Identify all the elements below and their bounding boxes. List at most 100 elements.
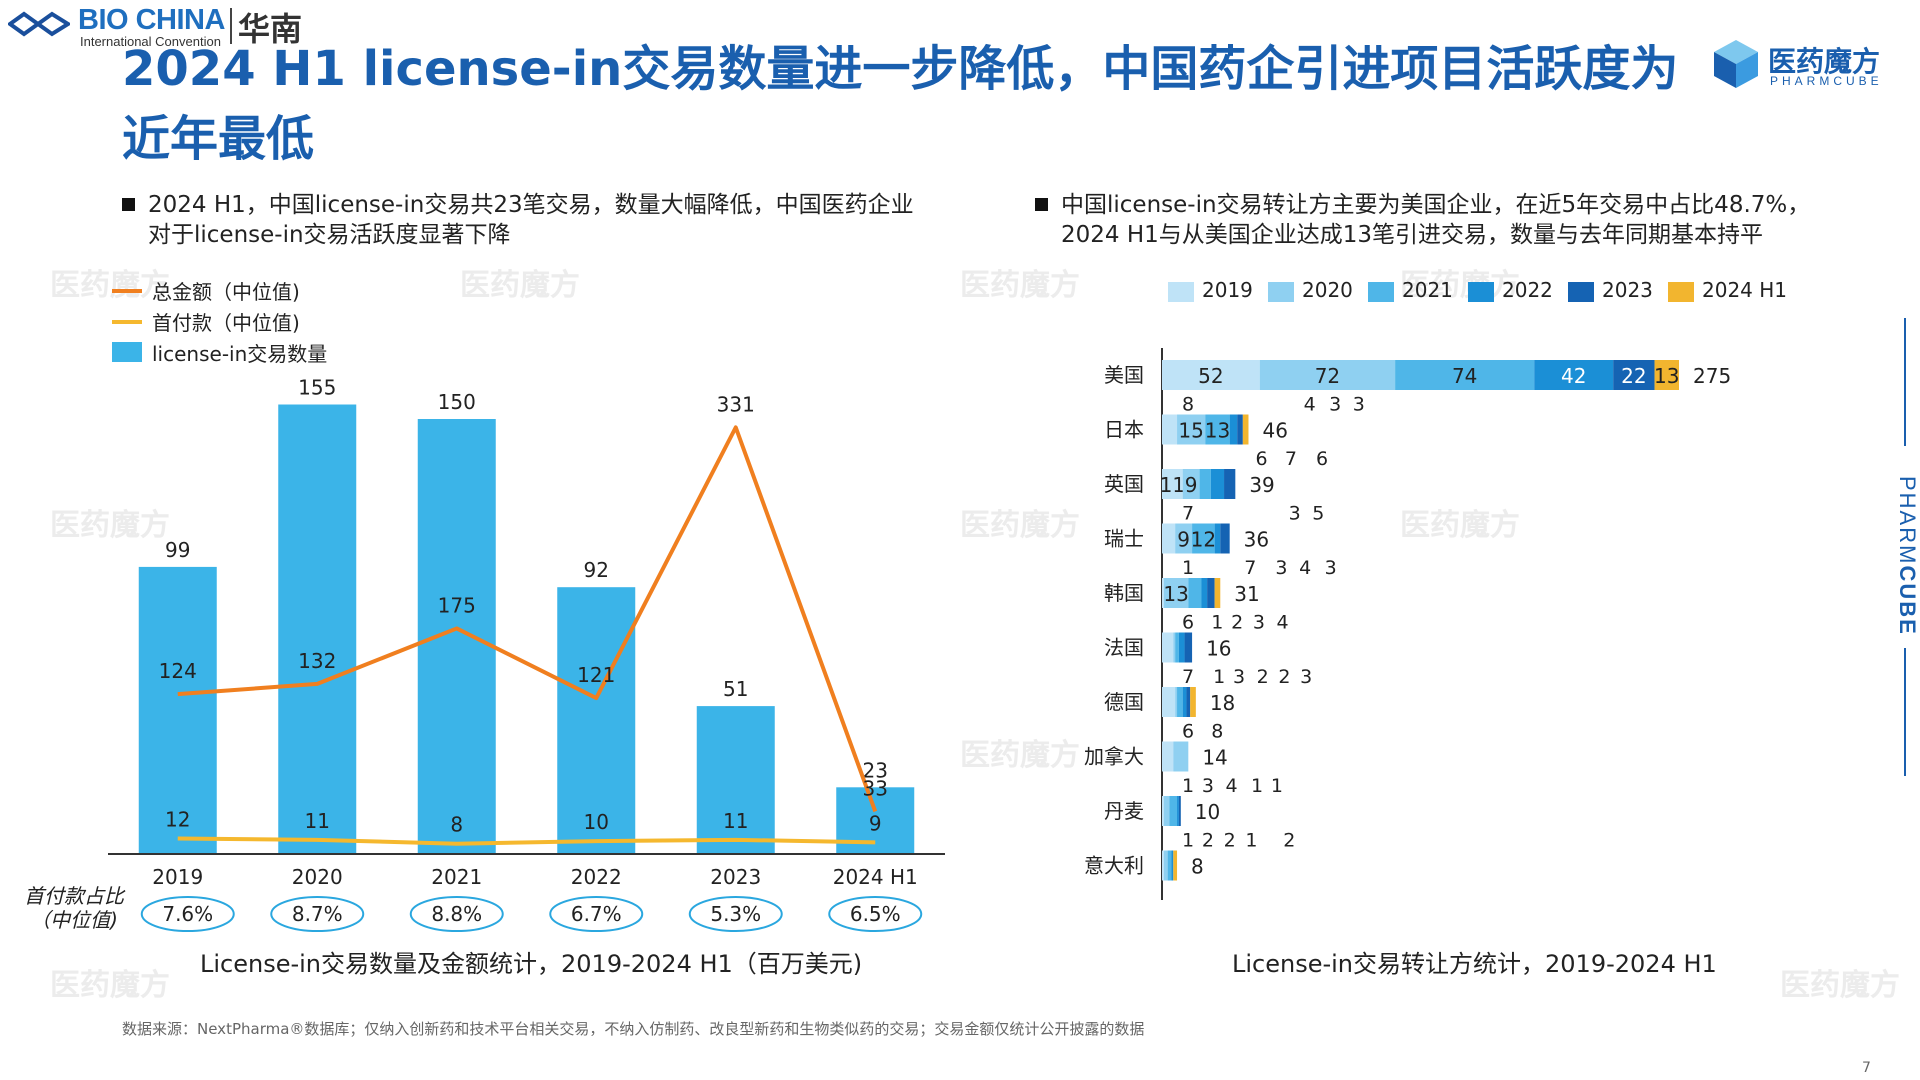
legend-label: 2022 xyxy=(1502,278,1553,302)
bar-count-label: 92 xyxy=(584,558,609,582)
segment-瑞士-2019 xyxy=(1162,523,1176,554)
segment-value-callout: 2 xyxy=(1257,666,1269,688)
segment-value-callout: 1 xyxy=(1182,775,1194,797)
segment-丹麦-2020 xyxy=(1163,796,1170,826)
segment-韩国-2022 xyxy=(1201,578,1208,608)
brand-left: BIO CHINA xyxy=(78,4,225,36)
bar-count-2023 xyxy=(696,706,775,854)
segment-value-callout: 7 xyxy=(1244,557,1256,579)
legend-label: 2024 H1 xyxy=(1702,278,1788,302)
total-label: 10 xyxy=(1195,800,1220,824)
right-bullet: 中国license-in交易转让方主要为美国企业，在近5年交易中占比48.7%，… xyxy=(1035,190,1865,250)
brand-left-sub: International Convention xyxy=(80,34,221,49)
segment-value-callout: 2 xyxy=(1202,830,1214,852)
country-label: 法国 xyxy=(1104,636,1144,660)
total-label: 8 xyxy=(1191,855,1204,879)
segment-value: 52 xyxy=(1198,364,1223,388)
segment-日本-2024 H1 xyxy=(1242,414,1249,445)
bar-count-2020 xyxy=(278,404,357,854)
segment-value: 15 xyxy=(1178,419,1203,443)
segment-日本-2021 xyxy=(1205,414,1230,445)
segment-加拿大-2020 xyxy=(1173,741,1189,772)
segment-加拿大-2019 xyxy=(1162,741,1174,772)
legend-swatch xyxy=(1468,282,1494,302)
watermark: 医药魔方 xyxy=(1780,968,1900,1003)
segment-value-callout: 7 xyxy=(1182,503,1194,525)
segment-value-callout: 3 xyxy=(1289,503,1301,525)
segment-value-callout: 4 xyxy=(1304,394,1316,416)
legend-label: 2020 xyxy=(1302,278,1353,302)
segment-美国-2020 xyxy=(1259,360,1396,390)
segment-英国-2023 xyxy=(1224,469,1236,499)
legend-swatch xyxy=(1168,282,1194,302)
left-bullet: 2024 H1，中国license-in交易共23笔交易，数量大幅降低，中国医药… xyxy=(122,190,922,250)
segment-value-callout: 6 xyxy=(1182,721,1194,743)
segment-美国-2023 xyxy=(1613,360,1655,390)
ratio-row-title: 首付款占比（中位值) xyxy=(24,884,124,932)
segment-日本-2019 xyxy=(1162,414,1178,445)
upfront-label: 12 xyxy=(165,808,190,832)
bio-china-logo: BIO CHINA International Convention 华南 xyxy=(8,4,308,50)
total-amount-line xyxy=(177,425,878,813)
country-label: 意大利 xyxy=(1084,854,1144,878)
segment-韩国-2024 H1 xyxy=(1214,578,1221,608)
bar-count-label: 150 xyxy=(438,390,476,414)
country-label: 日本 xyxy=(1104,418,1144,442)
total-amount-label: 121 xyxy=(577,663,615,687)
segment-日本-2023 xyxy=(1237,414,1243,445)
legend-swatch xyxy=(1568,282,1594,302)
cube-icon xyxy=(1714,40,1758,88)
segment-value-callout: 1 xyxy=(1271,775,1283,797)
segment-丹麦-2022 xyxy=(1177,796,1179,826)
country-label: 美国 xyxy=(1104,363,1144,387)
bar-count-2021 xyxy=(417,419,496,854)
upfront-label: 10 xyxy=(584,810,609,834)
ratio-badge xyxy=(549,896,644,932)
legend-swatch xyxy=(1668,282,1694,302)
total-label: 46 xyxy=(1262,419,1287,443)
segment-value-callout: 2 xyxy=(1224,830,1236,852)
bullet-square-icon xyxy=(1035,198,1048,211)
country-label: 韩国 xyxy=(1104,581,1144,605)
legend-label: 2021 xyxy=(1402,278,1453,302)
legend-swatch xyxy=(112,342,142,362)
segment-value-callout: 3 xyxy=(1300,666,1312,688)
total-label: 18 xyxy=(1210,691,1235,715)
segment-韩国-2023 xyxy=(1207,578,1215,608)
segment-value-callout: 3 xyxy=(1233,666,1245,688)
x-tick-label: 2019 xyxy=(152,865,203,889)
page-title: 2024 H1 license-in交易数量进一步降低，中国药企引进项目活跃度为… xyxy=(122,41,1679,167)
segment-value-callout: 7 xyxy=(1182,666,1194,688)
segment-value-callout: 3 xyxy=(1202,775,1214,797)
ratio-label: 6.7% xyxy=(571,902,622,926)
segment-value: 9 xyxy=(1177,528,1190,552)
segment-德国-2020 xyxy=(1175,687,1178,717)
segment-value: 13 xyxy=(1654,364,1679,388)
right-legend: 2019 2020 2021 2022 2023 2024 H1 xyxy=(1168,278,1808,308)
side-brand: PHARMCUBE xyxy=(1892,318,1920,778)
country-label: 瑞士 xyxy=(1104,527,1144,551)
segment-value-callout: 4 xyxy=(1277,612,1289,634)
segment-韩国-2019 xyxy=(1162,578,1164,608)
total-amount-label: 175 xyxy=(438,593,476,617)
segment-意大利-2022 xyxy=(1171,850,1174,881)
total-label: 275 xyxy=(1693,364,1731,388)
segment-value-callout: 3 xyxy=(1275,557,1287,579)
segment-美国-2024 H1 xyxy=(1654,360,1679,390)
segment-英国-2020 xyxy=(1182,469,1200,499)
segment-英国-2022 xyxy=(1210,469,1225,499)
legend-label: 2019 xyxy=(1202,278,1253,302)
brand-left-cn: 华南 xyxy=(238,10,303,48)
segment-value-callout: 7 xyxy=(1285,448,1297,470)
segment-法国-2023 xyxy=(1184,632,1193,663)
segment-value-callout: 8 xyxy=(1211,721,1223,743)
segment-美国-2021 xyxy=(1395,360,1535,390)
x-tick-label: 2023 xyxy=(710,865,761,889)
segment-value-callout: 4 xyxy=(1225,775,1237,797)
right-bullet-text: 中国license-in交易转让方主要为美国企业，在近5年交易中占比48.7%，… xyxy=(1061,192,1811,248)
segment-丹麦-2023 xyxy=(1178,796,1181,826)
segment-value: 13 xyxy=(1205,419,1230,443)
bar-count-label: 155 xyxy=(298,376,336,400)
total-label: 36 xyxy=(1244,528,1269,552)
segment-德国-2019 xyxy=(1162,687,1176,717)
